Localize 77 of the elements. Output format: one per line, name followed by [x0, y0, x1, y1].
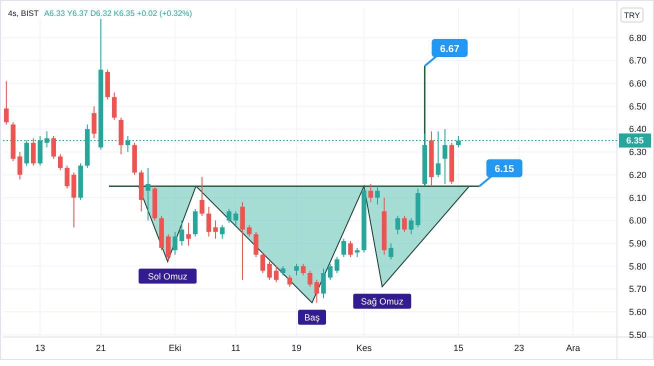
annotation: Sağ Omuz: [360, 296, 404, 307]
y-tick-label: 6.00: [629, 216, 647, 226]
y-tick-label: 5.90: [629, 238, 647, 248]
y-tick-label: 5.70: [629, 284, 647, 294]
candlestick: [166, 234, 171, 262]
y-tick-label: 6.40: [629, 124, 647, 134]
candlestick: [354, 247, 360, 258]
candlestick: [294, 263, 299, 276]
chart-title: 4s, BIST: [8, 9, 38, 18]
candlestick: [172, 231, 178, 256]
x-tick-label: Ara: [566, 343, 580, 353]
text: TRY: [624, 11, 641, 20]
candlestick: [280, 266, 286, 276]
x-tick-label: 11: [231, 343, 240, 353]
ref-line-label: 6.35: [626, 136, 644, 146]
candlestick: [226, 208, 232, 224]
candlestick: [18, 151, 22, 180]
candlestick: [233, 210, 238, 226]
candlestick: [341, 238, 346, 258]
x-tick-label: 15: [453, 343, 464, 353]
candlestick: [213, 220, 218, 240]
candlestick: [334, 256, 340, 274]
candlestick: [287, 274, 292, 288]
y-tick-label: 5.80: [629, 261, 647, 272]
candlestick: [112, 92, 117, 120]
candlestick: [64, 165, 70, 189]
x-tick-label: 19: [292, 343, 302, 353]
candlestick: [348, 240, 353, 258]
x-tick-label: Kes: [356, 343, 372, 353]
candlestick: [4, 80, 9, 126]
candlestick: [260, 252, 266, 274]
candlestick: [328, 263, 333, 280]
candlestick: [314, 279, 320, 304]
candlestick: [402, 215, 407, 232]
candlestick: [274, 266, 279, 283]
candlestick: [240, 202, 245, 280]
candlestick: [146, 167, 150, 221]
annotation: Baş: [304, 312, 320, 323]
y-tick-label: 6.80: [629, 32, 647, 43]
annotation: Sol Omuz: [148, 272, 188, 282]
y-tick-label: 6.10: [629, 192, 647, 203]
candlestick: [200, 176, 204, 216]
y-tick-label: 6.50: [629, 101, 647, 112]
candlestick: [308, 270, 312, 288]
candlestick: [92, 106, 96, 139]
y-tick-label: 6.70: [629, 56, 647, 66]
candlestick: [321, 268, 326, 299]
candlestick: [192, 208, 198, 237]
x-tick-label: 13: [35, 343, 46, 353]
x-tick-label: 21: [96, 343, 106, 353]
y-tick-label: 5.60: [629, 307, 647, 318]
y-tick-label: 6.30: [629, 147, 647, 158]
candlestick: [246, 224, 252, 237]
candlestick: [254, 231, 258, 258]
candlestick: [220, 224, 225, 240]
candlestick: [206, 206, 212, 237]
candlestick: [267, 261, 272, 280]
y-tick-label: 6.20: [629, 170, 647, 180]
x-tick-label: Eki: [168, 343, 182, 353]
candlestick: [186, 222, 191, 246]
candlestick: [395, 215, 400, 235]
x-tick-label: 23: [514, 343, 524, 353]
candlestick: [179, 220, 184, 246]
candlestick: [408, 218, 414, 235]
chart-subtitle: A6.33 Y6.37 D6.32 K6.35 +0.02 (+0.32%): [44, 9, 192, 18]
candlestick: [368, 183, 374, 203]
annotation: 6.67: [440, 44, 460, 55]
ref-line-label: 6.15: [494, 164, 515, 176]
candlestick: [375, 186, 380, 205]
y-tick-label: 5.50: [629, 330, 647, 340]
candlestick: [31, 138, 36, 166]
y-tick-label: 6.60: [629, 78, 647, 89]
candlestick: [388, 242, 394, 260]
candlestick: [58, 154, 63, 171]
candlestick: [71, 172, 76, 228]
candlestick: [300, 263, 306, 276]
candlestick: [51, 135, 56, 160]
